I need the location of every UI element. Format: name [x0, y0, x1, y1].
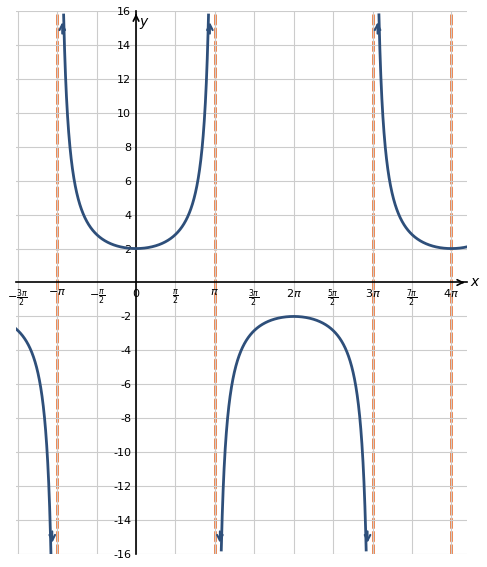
Text: $y$: $y$ [139, 16, 150, 31]
Text: $x$: $x$ [470, 276, 481, 290]
